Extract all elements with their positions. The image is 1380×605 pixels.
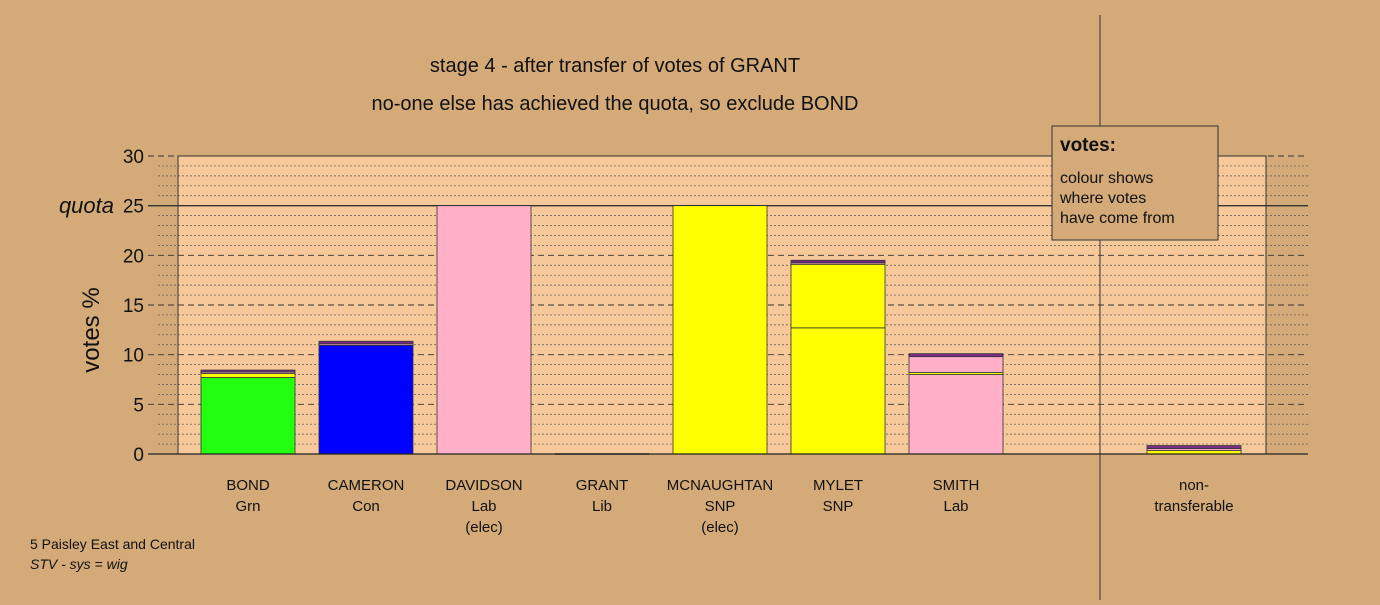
non-transferable-label: non-: [1179, 477, 1209, 494]
bar-segment: [200, 377, 296, 455]
candidate-party: Con: [352, 498, 380, 515]
candidate-name: BOND: [226, 477, 270, 494]
bar-segment: [436, 205, 532, 455]
candidate-name: MYLET: [813, 477, 863, 494]
bars: [200, 205, 1242, 455]
bar-davidson: [436, 205, 532, 455]
y-tick-label: 5: [133, 395, 144, 416]
candidate-name: SMITH: [933, 477, 980, 494]
bar-segment: [908, 353, 1004, 358]
bar-segment: [1146, 445, 1242, 449]
legend: votes: colour shows where votes have com…: [1051, 125, 1219, 241]
bar-cameron: [318, 340, 414, 455]
bar-segment: [790, 263, 886, 329]
bar-segment: [790, 327, 886, 455]
y-tick-label: 15: [123, 296, 144, 317]
legend-line-1: colour shows: [1060, 170, 1153, 187]
candidate-party: SNP: [705, 498, 736, 515]
candidate-name: DAVIDSON: [445, 477, 522, 494]
bar-smith: [908, 353, 1004, 455]
candidate-party: Grn: [235, 498, 260, 515]
legend-line-3: have come from: [1060, 210, 1175, 227]
bar-segment: [672, 205, 768, 455]
candidate-labels: BOND Grn CAMERON Con DAVIDSON Lab (elec) GRANT L…: [226, 477, 1233, 536]
y-tick-label: 10: [123, 346, 144, 367]
chart-title: stage 4 - after transfer of votes of GRA…: [430, 55, 800, 77]
candidate-name: MCNAUGHTAN: [667, 477, 773, 494]
bar-segment: [908, 374, 1004, 455]
candidate-note: (elec): [701, 519, 739, 536]
legend-line-2: where votes: [1059, 190, 1146, 207]
chart-subtitle: no-one else has achieved the quota, so e…: [372, 93, 859, 115]
bar-segment: [318, 340, 414, 345]
candidate-party: Lab: [471, 498, 496, 515]
y-tick-label: 30: [123, 147, 144, 168]
bar-segment: [200, 369, 296, 373]
y-tick-label: 20: [123, 246, 144, 267]
y-axis: 0 5 10 15 20 25 30: [123, 147, 1308, 466]
y-axis-label: votes %: [78, 287, 105, 372]
bar-non-transferable: [1146, 445, 1242, 455]
bar-mylet: [790, 259, 886, 455]
bar-segment: [200, 373, 296, 378]
bar-segment: [908, 356, 1004, 373]
candidate-party: Lab: [943, 498, 968, 515]
candidate-name: CAMERON: [328, 477, 405, 494]
bar-mcnaughtan: [672, 205, 768, 455]
quota-label: quota: [59, 193, 114, 218]
bar-segment: [790, 259, 886, 264]
candidate-party: Lib: [592, 498, 612, 515]
candidate-name: GRANT: [576, 477, 629, 494]
y-tick-label: 25: [123, 197, 144, 218]
bar-segment: [318, 344, 414, 455]
non-transferable-label: transferable: [1154, 498, 1233, 515]
legend-heading: votes:: [1060, 135, 1116, 156]
footer-constituency: 5 Paisley East and Central: [30, 536, 195, 552]
footer-system: STV - sys = wig: [30, 556, 128, 572]
bar-bond: [200, 369, 296, 455]
legend-box: [1051, 125, 1219, 241]
candidate-party: SNP: [823, 498, 854, 515]
y-tick-label: 0: [133, 445, 144, 466]
candidate-note: (elec): [465, 519, 503, 536]
